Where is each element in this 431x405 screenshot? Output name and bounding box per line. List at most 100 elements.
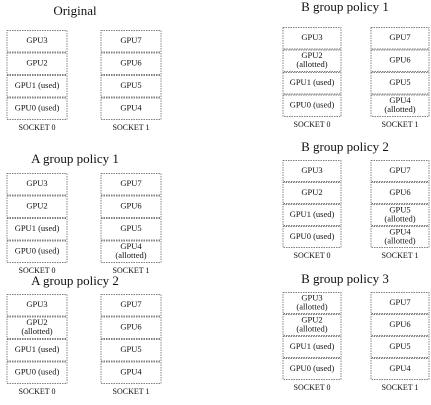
- gpu-label: GPU7: [120, 35, 141, 45]
- gpu-label: GPU1 (used): [290, 77, 335, 87]
- gpu-cell: [100, 294, 162, 317]
- gpu-label: GPU0 (used): [15, 367, 60, 377]
- gpu-cell: [100, 339, 162, 362]
- gpu-label: GPU1 (used): [15, 344, 60, 354]
- gpu-label: GPU3: [301, 292, 322, 302]
- socket-label: SOCKET 0: [294, 251, 331, 260]
- gpu-label: GPU3: [26, 35, 47, 45]
- panel-title: A group policy 2: [31, 273, 119, 288]
- gpu-cell: [282, 358, 342, 380]
- gpu-cell: [100, 316, 162, 339]
- gpu-label: GPU2: [26, 201, 47, 211]
- socket-label: SOCKET 0: [294, 383, 331, 392]
- gpu-cell: [282, 182, 342, 204]
- gpu-cell: [282, 336, 342, 358]
- gpu-label: GPU1 (used): [15, 223, 60, 233]
- socket-label: SOCKET 1: [113, 387, 150, 396]
- gpu-label: GPU4: [120, 367, 142, 377]
- gpu-label: GPU0 (used): [290, 231, 335, 241]
- gpu-label: GPU6: [120, 322, 141, 332]
- gpu-label: (allotted): [384, 235, 415, 245]
- socket-label: SOCKET 0: [19, 123, 56, 132]
- gpu-label: GPU7: [389, 32, 410, 42]
- gpu-label: GPU6: [389, 55, 410, 65]
- gpu-cell: [6, 195, 68, 218]
- socket-label: SOCKET 1: [113, 123, 150, 132]
- gpu-label: (allotted): [21, 326, 52, 336]
- gpu-label: (allotted): [384, 104, 415, 114]
- panel-title: A group policy 1: [31, 151, 119, 166]
- gpu-label: GPU3: [26, 178, 47, 188]
- gpu-label: GPU7: [120, 178, 141, 188]
- gpu-cell: [6, 240, 68, 263]
- gpu-cell: [100, 240, 162, 263]
- socket-label: SOCKET 1: [382, 251, 419, 260]
- gpu-cell: [6, 316, 68, 339]
- gpu-label: GPU4: [389, 226, 411, 236]
- gpu-label: GPU5: [120, 344, 141, 354]
- gpu-label: GPU5: [389, 341, 410, 351]
- gpu-label: GPU6: [389, 319, 410, 329]
- gpu-label: (allotted): [115, 250, 146, 260]
- gpu-cell: [370, 27, 430, 50]
- gpu-cell: [370, 182, 430, 204]
- socket-label: SOCKET 0: [294, 120, 331, 129]
- gpu-label: GPU3: [301, 32, 322, 42]
- gpu-label: GPU0 (used): [290, 363, 335, 373]
- gpu-label: GPU3: [26, 299, 47, 309]
- gpu-cell: [6, 52, 68, 75]
- socket-label: SOCKET 1: [382, 383, 419, 392]
- gpu-label: GPU5: [389, 204, 410, 214]
- gpu-cell: [282, 160, 342, 182]
- gpu-label: GPU2: [301, 50, 322, 60]
- gpu-label: (allotted): [384, 213, 415, 223]
- gpu-label: GPU4: [389, 95, 411, 105]
- panel-title: Original: [53, 3, 97, 18]
- gpu-cell: [370, 160, 430, 182]
- gpu-cell: [370, 94, 430, 117]
- socket-label: SOCKET 0: [19, 266, 56, 275]
- gpu-label: GPU4: [120, 241, 142, 251]
- gpu-cell: [6, 361, 68, 384]
- gpu-label: GPU6: [120, 58, 141, 68]
- gpu-label: GPU3: [301, 165, 322, 175]
- gpu-cell: [370, 336, 430, 358]
- gpu-cell: [370, 72, 430, 95]
- gpu-cell: [100, 218, 162, 241]
- gpu-label: GPU5: [389, 77, 410, 87]
- gpu-label: GPU5: [120, 223, 141, 233]
- gpu-label: GPU7: [389, 297, 410, 307]
- gpu-cell: [282, 292, 342, 314]
- gpu-label: GPU2: [26, 58, 47, 68]
- gpu-cell: [6, 218, 68, 241]
- panel-title: B group policy 2: [301, 139, 389, 154]
- gpu-cell: [100, 195, 162, 218]
- gpu-cell: [370, 314, 430, 336]
- gpu-cell: [6, 97, 68, 120]
- gpu-cell: [100, 30, 162, 53]
- gpu-cell: [370, 49, 430, 72]
- gpu-label: (allotted): [296, 59, 327, 69]
- gpu-label: GPU2: [301, 314, 322, 324]
- gpu-cell: [370, 226, 430, 248]
- gpu-label: GPU5: [120, 80, 141, 90]
- gpu-label: GPU0 (used): [15, 246, 60, 256]
- gpu-label: GPU4: [389, 363, 411, 373]
- gpu-cell: [282, 49, 342, 72]
- gpu-cell: [6, 75, 68, 98]
- gpu-cell: [6, 294, 68, 317]
- gpu-label: GPU1 (used): [290, 341, 335, 351]
- gpu-label: GPU7: [389, 165, 410, 175]
- gpu-cell: [282, 27, 342, 50]
- gpu-label: GPU7: [120, 299, 141, 309]
- gpu-cell: [6, 339, 68, 362]
- gpu-cell: [100, 97, 162, 120]
- socket-label: SOCKET 0: [19, 387, 56, 396]
- gpu-cell: [370, 292, 430, 314]
- gpu-label: (allotted): [296, 301, 327, 311]
- gpu-label: GPU1 (used): [15, 80, 60, 90]
- gpu-label: (allotted): [296, 323, 327, 333]
- gpu-cell: [282, 94, 342, 117]
- gpu-cell: [370, 358, 430, 380]
